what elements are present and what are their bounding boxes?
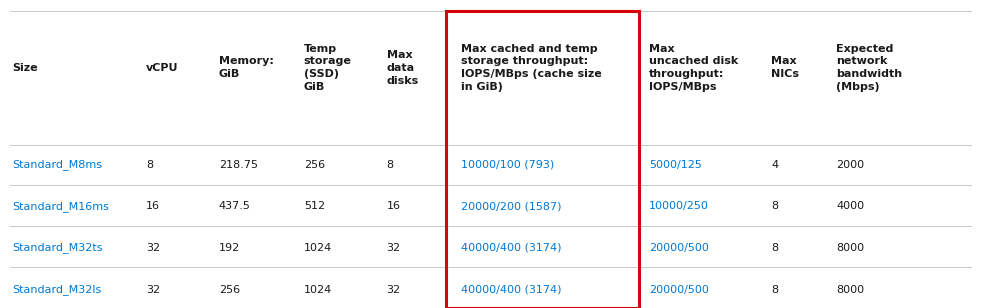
Text: Standard_M32ls: Standard_M32ls [12,284,102,295]
Text: 1024: 1024 [304,243,332,253]
Text: vCPU: vCPU [146,63,178,73]
Text: 8: 8 [771,243,778,253]
Text: 256: 256 [219,285,240,294]
Text: Max
uncached disk
throughput:
IOPS/MBps: Max uncached disk throughput: IOPS/MBps [649,43,739,92]
Text: 20000/500: 20000/500 [649,243,709,253]
Text: 1024: 1024 [304,285,332,294]
Text: 20000/200 (1587): 20000/200 (1587) [461,201,562,211]
Text: Standard_M8ms: Standard_M8ms [12,159,102,170]
Text: Expected
network
bandwidth
(Mbps): Expected network bandwidth (Mbps) [836,43,902,92]
Text: Max cached and temp
storage throughput:
IOPS/MBps (cache size
in GiB): Max cached and temp storage throughput: … [461,43,602,92]
Text: 8: 8 [146,160,153,170]
Text: 32: 32 [387,243,400,253]
Text: 20000/500: 20000/500 [649,285,709,294]
Text: 32: 32 [146,243,160,253]
Text: 32: 32 [146,285,160,294]
Text: 2000: 2000 [836,160,865,170]
Text: 8: 8 [771,201,778,211]
Text: 8000: 8000 [836,285,865,294]
Text: 16: 16 [387,201,400,211]
Text: 192: 192 [219,243,241,253]
Text: 4: 4 [771,160,778,170]
Text: Max
data
disks: Max data disks [387,50,419,86]
Text: Memory:
GiB: Memory: GiB [219,56,274,79]
Text: 32: 32 [387,285,400,294]
Text: 5000/125: 5000/125 [649,160,702,170]
Text: 437.5: 437.5 [219,201,250,211]
Text: 16: 16 [146,201,160,211]
Text: Size: Size [12,63,37,73]
Text: 10000/100 (793): 10000/100 (793) [461,160,555,170]
Text: Max
NICs: Max NICs [771,56,799,79]
Text: 10000/250: 10000/250 [649,201,709,211]
Text: 8: 8 [387,160,393,170]
Text: Standard_M16ms: Standard_M16ms [12,201,108,212]
Text: 40000/400 (3174): 40000/400 (3174) [461,243,562,253]
Text: 218.75: 218.75 [219,160,258,170]
Bar [446,11,639,308]
Text: 8000: 8000 [836,243,865,253]
Text: 40000/400 (3174): 40000/400 (3174) [461,285,562,294]
Text: 8: 8 [771,285,778,294]
Text: Temp
storage
(SSD)
GiB: Temp storage (SSD) GiB [304,43,352,92]
Text: 512: 512 [304,201,324,211]
Text: 4000: 4000 [836,201,865,211]
Text: 256: 256 [304,160,324,170]
Text: Standard_M32ts: Standard_M32ts [12,242,103,253]
